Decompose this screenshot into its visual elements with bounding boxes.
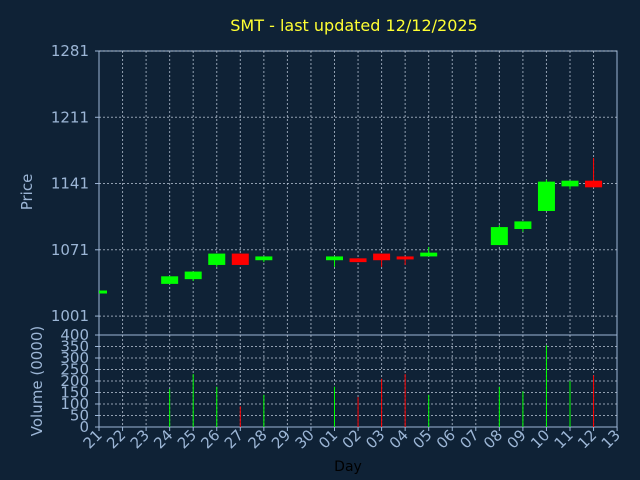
candle-body: [349, 258, 367, 263]
candle-body: [326, 256, 343, 261]
volume-tick-label: 250: [60, 361, 89, 379]
x-tick-label: 09: [503, 426, 529, 452]
x-tick-label: 02: [339, 426, 365, 452]
candle-body: [231, 253, 249, 265]
price-tick-label: 1211: [51, 108, 89, 126]
x-tick-label: 22: [103, 426, 129, 452]
candle-body: [161, 276, 179, 284]
candles: [99, 157, 603, 294]
candle-body: [561, 180, 579, 187]
volume-tick-label: 350: [60, 338, 89, 356]
candle-body: [514, 221, 532, 229]
price-axis-ticks: 1281 1211 1141 1071 1001: [51, 42, 99, 325]
x-axis-ticks: 2122232425262728293001020304050607080910…: [80, 426, 624, 452]
volume-tick-label: 0: [79, 418, 89, 436]
volume-tick-label: 100: [60, 395, 89, 413]
x-tick-label: 23: [127, 426, 153, 452]
x-tick-label: 27: [221, 426, 247, 452]
candle-body: [373, 253, 391, 261]
x-tick-label: 01: [315, 426, 341, 452]
x-tick-label: 11: [551, 426, 577, 452]
candle-body: [585, 180, 603, 188]
volume-tick-label: 400: [60, 326, 89, 344]
candle-body: [255, 256, 273, 261]
x-tick-label: 26: [197, 426, 223, 452]
x-tick-label: 05: [409, 426, 435, 452]
candle-body: [184, 271, 202, 280]
x-tick-label: 24: [150, 426, 176, 452]
x-tick-label: 12: [574, 426, 600, 452]
volume-tick-label: 150: [60, 384, 89, 402]
volume-tick-label: 50: [70, 407, 89, 425]
x-tick-label: 03: [362, 426, 388, 452]
x-tick-label: 07: [456, 426, 482, 452]
volume-bars: [169, 345, 595, 427]
price-tick-label: 1071: [51, 241, 89, 259]
x-tick-label: 06: [433, 426, 459, 452]
price-axis-label: Price: [18, 174, 36, 211]
candle-body: [490, 227, 508, 246]
x-tick-label: 04: [386, 426, 412, 452]
candle-body: [420, 252, 438, 257]
volume-tick-label: 300: [60, 349, 89, 367]
candle-body: [396, 256, 414, 260]
x-tick-label: 25: [174, 426, 200, 452]
x-tick-label: 10: [527, 426, 553, 452]
candle-body: [99, 290, 107, 294]
candle-body: [208, 253, 226, 265]
x-tick-label: 28: [244, 426, 270, 452]
price-tick-label: 1281: [51, 42, 89, 60]
x-tick-label: 08: [480, 426, 506, 452]
price-tick-label: 1001: [51, 307, 89, 325]
price-tick-label: 1141: [51, 175, 89, 193]
volume-axis-label: Volume (0000): [28, 326, 46, 436]
x-axis-label: Day: [334, 459, 362, 475]
volume-tick-label: 200: [60, 372, 89, 390]
x-tick-label: 13: [598, 426, 624, 452]
x-tick-label: 30: [292, 426, 318, 452]
candle-body: [537, 181, 555, 211]
x-tick-label: 29: [268, 426, 294, 452]
price-panel: 1281 1211 1141 1071 1001 Price: [18, 42, 618, 336]
chart-title: SMT - last updated 12/12/2025: [230, 16, 477, 35]
